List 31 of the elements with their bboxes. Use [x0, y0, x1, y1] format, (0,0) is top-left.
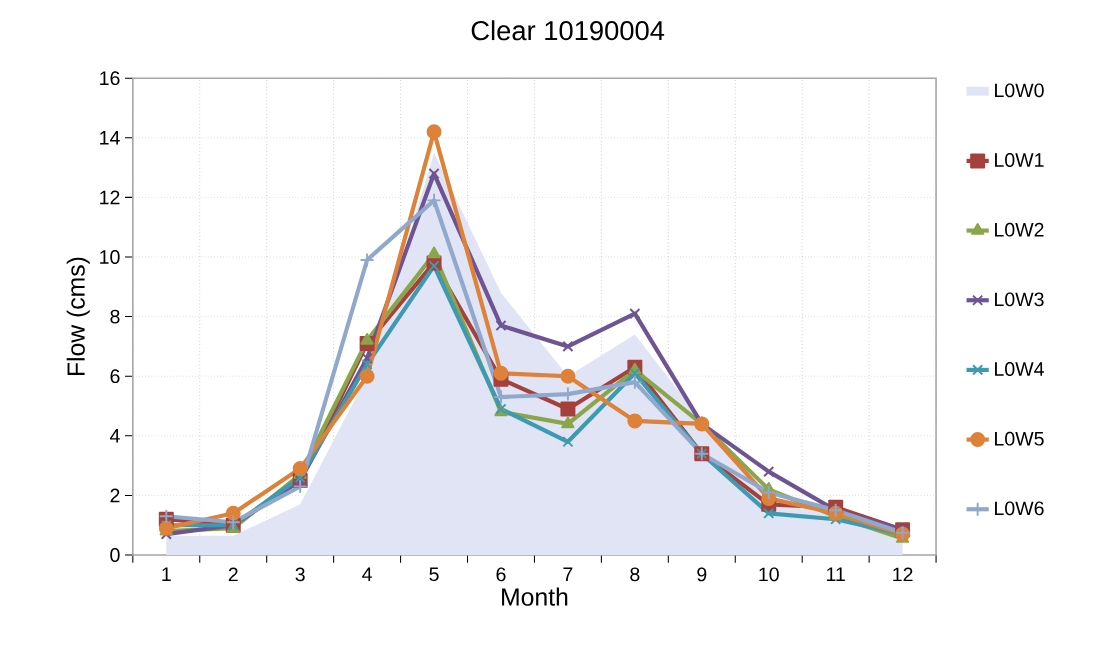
x-tick-label: 3 — [295, 567, 305, 582]
y-tick-label: 4 — [109, 429, 120, 443]
legend-label: L0W2 — [995, 222, 1044, 237]
x-tick-label: 10 — [759, 567, 779, 582]
y-tick-label: 6 — [110, 369, 120, 384]
legend-label: L0W0 — [995, 83, 1044, 98]
y-tick-label: 10 — [100, 250, 120, 264]
y-tick-label: 2 — [110, 488, 120, 503]
x-tick-label: 5 — [429, 567, 439, 582]
legend-label: L0W6 — [995, 501, 1044, 516]
legend-label: L0W4 — [995, 362, 1044, 376]
x-tick-label: 12 — [893, 567, 913, 582]
legend-label: L0W3 — [995, 292, 1044, 307]
chart-title: Clear 10190004 — [471, 20, 665, 41]
y-tick-label: 12 — [100, 190, 120, 205]
legend-label: L0W1 — [995, 153, 1044, 167]
x-tick-label: 1 — [162, 567, 171, 581]
y-axis-title: Flow (cms) — [66, 257, 90, 376]
y-tick-label: 16 — [100, 71, 120, 86]
y-tick-label: 8 — [110, 309, 120, 324]
x-tick-label: 2 — [228, 567, 238, 582]
legend-label: L0W5 — [995, 431, 1044, 446]
x-tick-label: 8 — [630, 567, 640, 582]
y-tick-label: 14 — [100, 131, 120, 145]
y-tick-label: 0 — [110, 548, 120, 562]
x-tick-label: 6 — [496, 567, 506, 582]
x-axis-title: Month — [502, 587, 568, 606]
x-tick-label: 9 — [697, 567, 707, 582]
x-tick-label: 7 — [563, 567, 573, 581]
x-tick-label: 11 — [827, 567, 845, 581]
x-tick-label: 4 — [362, 567, 372, 581]
